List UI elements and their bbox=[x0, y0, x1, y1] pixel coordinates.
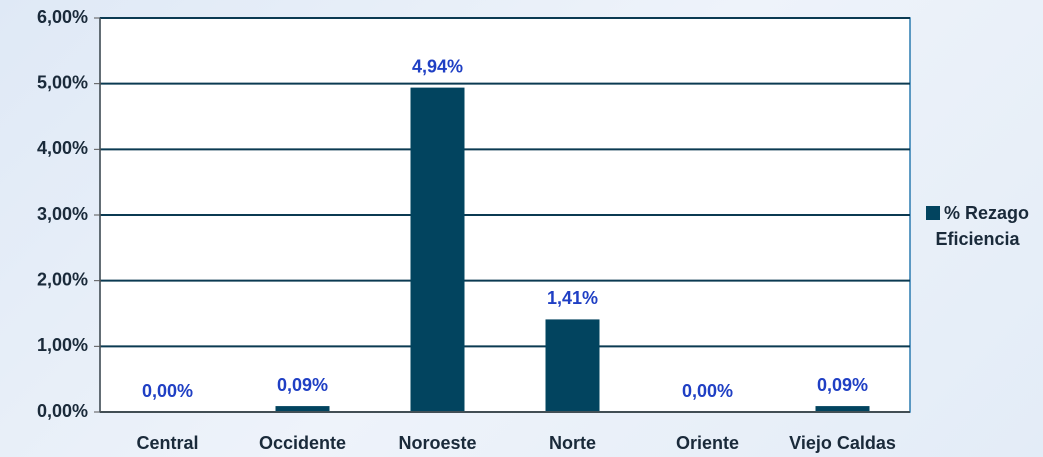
x-tick-label: Noroeste bbox=[398, 433, 476, 453]
value-label: 0,00% bbox=[682, 381, 733, 401]
bar bbox=[275, 406, 330, 412]
y-tick-label: 3,00% bbox=[37, 204, 88, 224]
bar bbox=[815, 406, 870, 412]
value-label: 4,94% bbox=[412, 56, 463, 76]
y-tick-label: 4,00% bbox=[37, 138, 88, 158]
y-tick-label: 5,00% bbox=[37, 72, 88, 92]
value-label: 0,09% bbox=[277, 375, 328, 395]
x-tick-label: Occidente bbox=[259, 433, 346, 453]
x-tick-label: Viejo Caldas bbox=[789, 433, 896, 453]
y-tick-label: 6,00% bbox=[37, 7, 88, 27]
value-label: 0,09% bbox=[817, 375, 868, 395]
y-tick-label: 1,00% bbox=[37, 335, 88, 355]
legend-label: % Rezago Eficiencia bbox=[935, 203, 1030, 249]
value-label: 0,00% bbox=[142, 381, 193, 401]
value-label: 1,41% bbox=[547, 288, 598, 308]
y-tick-label: 0,00% bbox=[37, 401, 88, 421]
legend-swatch bbox=[925, 206, 940, 220]
x-tick-label: Norte bbox=[549, 433, 596, 453]
bar bbox=[410, 87, 465, 413]
bar bbox=[545, 319, 600, 412]
y-tick-label: 2,00% bbox=[37, 269, 88, 289]
x-tick-label: Central bbox=[136, 433, 198, 453]
x-tick-label: Oriente bbox=[676, 433, 739, 453]
legend: % Rezago Eficiencia bbox=[915, 200, 1040, 252]
